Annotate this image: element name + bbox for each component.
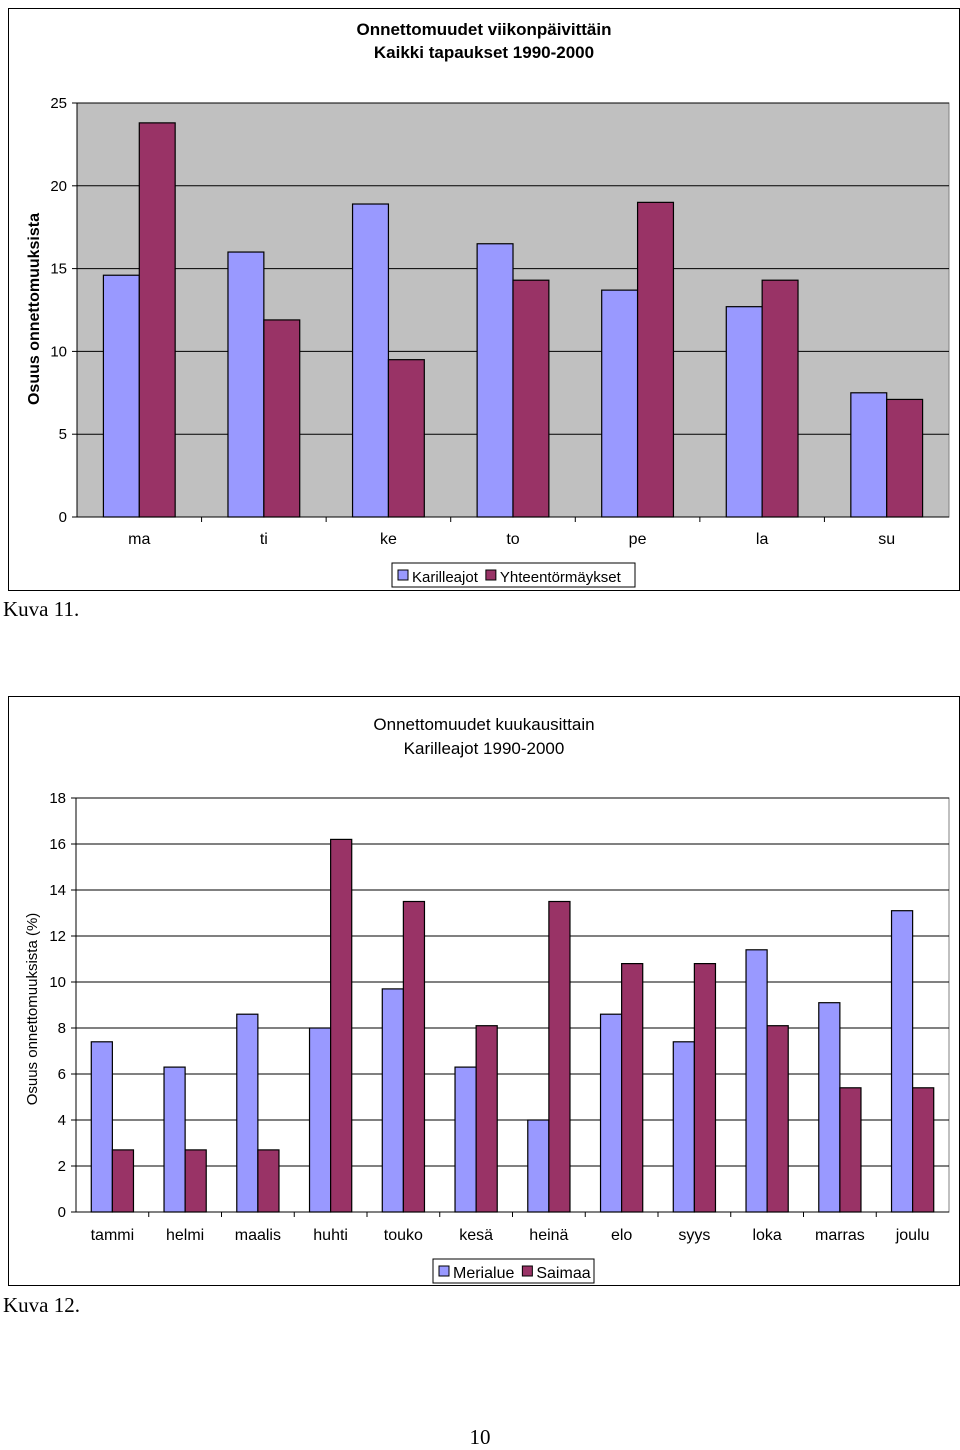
legend-box xyxy=(432,1258,595,1284)
legend-swatch xyxy=(521,1265,533,1277)
bar-saimaa-huhti xyxy=(330,838,353,1213)
x-category-label: tammi xyxy=(91,1227,135,1244)
y-tick-label: 0 xyxy=(58,1204,66,1221)
chart-title: Onnettomuudet viikonpäivittäin xyxy=(356,20,611,39)
x-category-label: ma xyxy=(128,531,150,548)
x-category-label: su xyxy=(878,531,895,548)
x-category-label: heinä xyxy=(529,1227,568,1244)
bar-karilleajot-to xyxy=(476,243,514,518)
x-category-label: la xyxy=(756,531,769,548)
legend-swatch xyxy=(438,1265,450,1277)
x-category-label: marras xyxy=(815,1227,865,1244)
legend-label: Merialue xyxy=(453,1265,514,1282)
bar-yhteentörmäykset-to xyxy=(512,279,550,518)
x-category-label: touko xyxy=(384,1227,423,1244)
bar-yhteentörmäykset-ma xyxy=(138,122,176,518)
x-category-label: huhti xyxy=(313,1227,348,1244)
legend-swatch xyxy=(397,569,409,581)
page-number: 10 xyxy=(469,1425,491,1449)
bar-karilleajot-la xyxy=(725,306,763,518)
y-axis-label: Osuus onnettomuuksista (%) xyxy=(24,913,41,1106)
y-tick-label: 0 xyxy=(59,509,67,526)
chart-subtitle: Kaikki tapaukset 1990-2000 xyxy=(374,43,594,62)
bar-saimaa-heinä xyxy=(548,900,571,1213)
bar-yhteentörmäykset-ke xyxy=(387,359,425,518)
y-tick-label: 14 xyxy=(49,882,66,899)
legend-label: Yhteentörmäykset xyxy=(500,569,622,586)
y-tick-label: 15 xyxy=(50,261,67,278)
y-axis-label: Osuus onnettomuuksista xyxy=(26,213,43,405)
chart-subtitle: Karilleajot 1990-2000 xyxy=(404,739,565,758)
x-category-label: syys xyxy=(678,1227,710,1244)
y-tick-label: 25 xyxy=(50,95,67,112)
bar-saimaa-tammi xyxy=(111,1149,135,1213)
x-category-label: elo xyxy=(611,1227,632,1244)
x-category-label: joulu xyxy=(895,1227,930,1244)
x-category-label: to xyxy=(506,531,519,548)
bar-merialue-kesä xyxy=(454,1066,477,1213)
bar-merialue-huhti xyxy=(308,1027,332,1213)
y-tick-label: 10 xyxy=(49,974,66,991)
x-category-label: helmi xyxy=(166,1227,204,1244)
y-tick-label: 8 xyxy=(58,1020,66,1037)
bar-saimaa-touko xyxy=(402,900,426,1213)
figure-caption: Kuva 11. xyxy=(3,597,80,621)
x-category-label: ti xyxy=(260,531,268,548)
bar-merialue-elo xyxy=(599,1013,623,1213)
bar-yhteentörmäykset-su xyxy=(886,398,924,518)
bar-karilleajot-ke xyxy=(351,203,390,518)
y-tick-label: 16 xyxy=(49,836,66,853)
weekday-chart-svg: Onnettomuudet viikonpäivittäin Kaikki ta… xyxy=(26,20,950,588)
bar-saimaa-maalis xyxy=(257,1149,280,1213)
x-category-label: ke xyxy=(380,531,397,548)
bar-merialue-joulu xyxy=(890,910,914,1213)
monthly-chart-svg: Onnettomuudet kuukausittain Karilleajot … xyxy=(24,715,950,1284)
y-tick-label: 6 xyxy=(58,1066,66,1083)
x-category-label: pe xyxy=(629,531,647,548)
plot-area xyxy=(75,797,950,1213)
bar-karilleajot-ma xyxy=(102,274,140,518)
weekday-accidents-chart: Onnettomuudet viikonpäivittäin Kaikki ta… xyxy=(8,8,960,591)
y-tick-label: 18 xyxy=(49,790,66,807)
legend-label: Saimaa xyxy=(536,1265,590,1282)
y-tick-label: 10 xyxy=(50,343,67,360)
y-tick-label: 12 xyxy=(49,928,66,945)
legend-label: Karilleajot xyxy=(412,569,479,586)
y-tick-label: 5 xyxy=(59,426,67,443)
bar-saimaa-elo xyxy=(621,963,644,1213)
bar-saimaa-loka xyxy=(766,1025,789,1213)
x-category-label: maalis xyxy=(235,1227,281,1244)
bar-merialue-syys xyxy=(672,1041,695,1213)
bar-saimaa-syys xyxy=(693,963,717,1213)
monthly-accidents-chart: Onnettomuudet kuukausittain Karilleajot … xyxy=(8,696,960,1286)
y-tick-label: 4 xyxy=(58,1112,66,1129)
bar-saimaa-helmi xyxy=(184,1149,207,1213)
y-tick-label: 20 xyxy=(50,178,67,195)
chart-title: Onnettomuudet kuukausittain xyxy=(373,715,594,734)
bar-merialue-heinä xyxy=(527,1119,550,1213)
bar-karilleajot-su xyxy=(850,392,888,518)
figure-caption: Kuva 12. xyxy=(3,1293,80,1317)
legend-box xyxy=(391,562,636,588)
bar-yhteentörmäykset-pe xyxy=(636,201,675,518)
x-category-label: loka xyxy=(752,1227,781,1244)
bar-karilleajot-pe xyxy=(601,289,639,518)
legend-swatch xyxy=(485,569,497,581)
y-tick-label: 2 xyxy=(58,1158,66,1175)
bar-saimaa-kesä xyxy=(475,1025,498,1213)
bar-merialue-helmi xyxy=(163,1066,186,1213)
x-category-label: kesä xyxy=(459,1227,493,1244)
bar-yhteentörmäykset-la xyxy=(761,279,799,518)
bar-merialue-marras xyxy=(818,1002,841,1213)
bar-merialue-touko xyxy=(381,988,404,1213)
bar-merialue-tammi xyxy=(90,1041,113,1213)
bar-merialue-maalis xyxy=(236,1013,259,1213)
bar-saimaa-marras xyxy=(839,1087,862,1213)
bar-karilleajot-ti xyxy=(227,251,265,518)
bar-saimaa-joulu xyxy=(912,1087,935,1213)
bar-merialue-loka xyxy=(745,949,768,1213)
bar-yhteentörmäykset-ti xyxy=(263,319,301,518)
